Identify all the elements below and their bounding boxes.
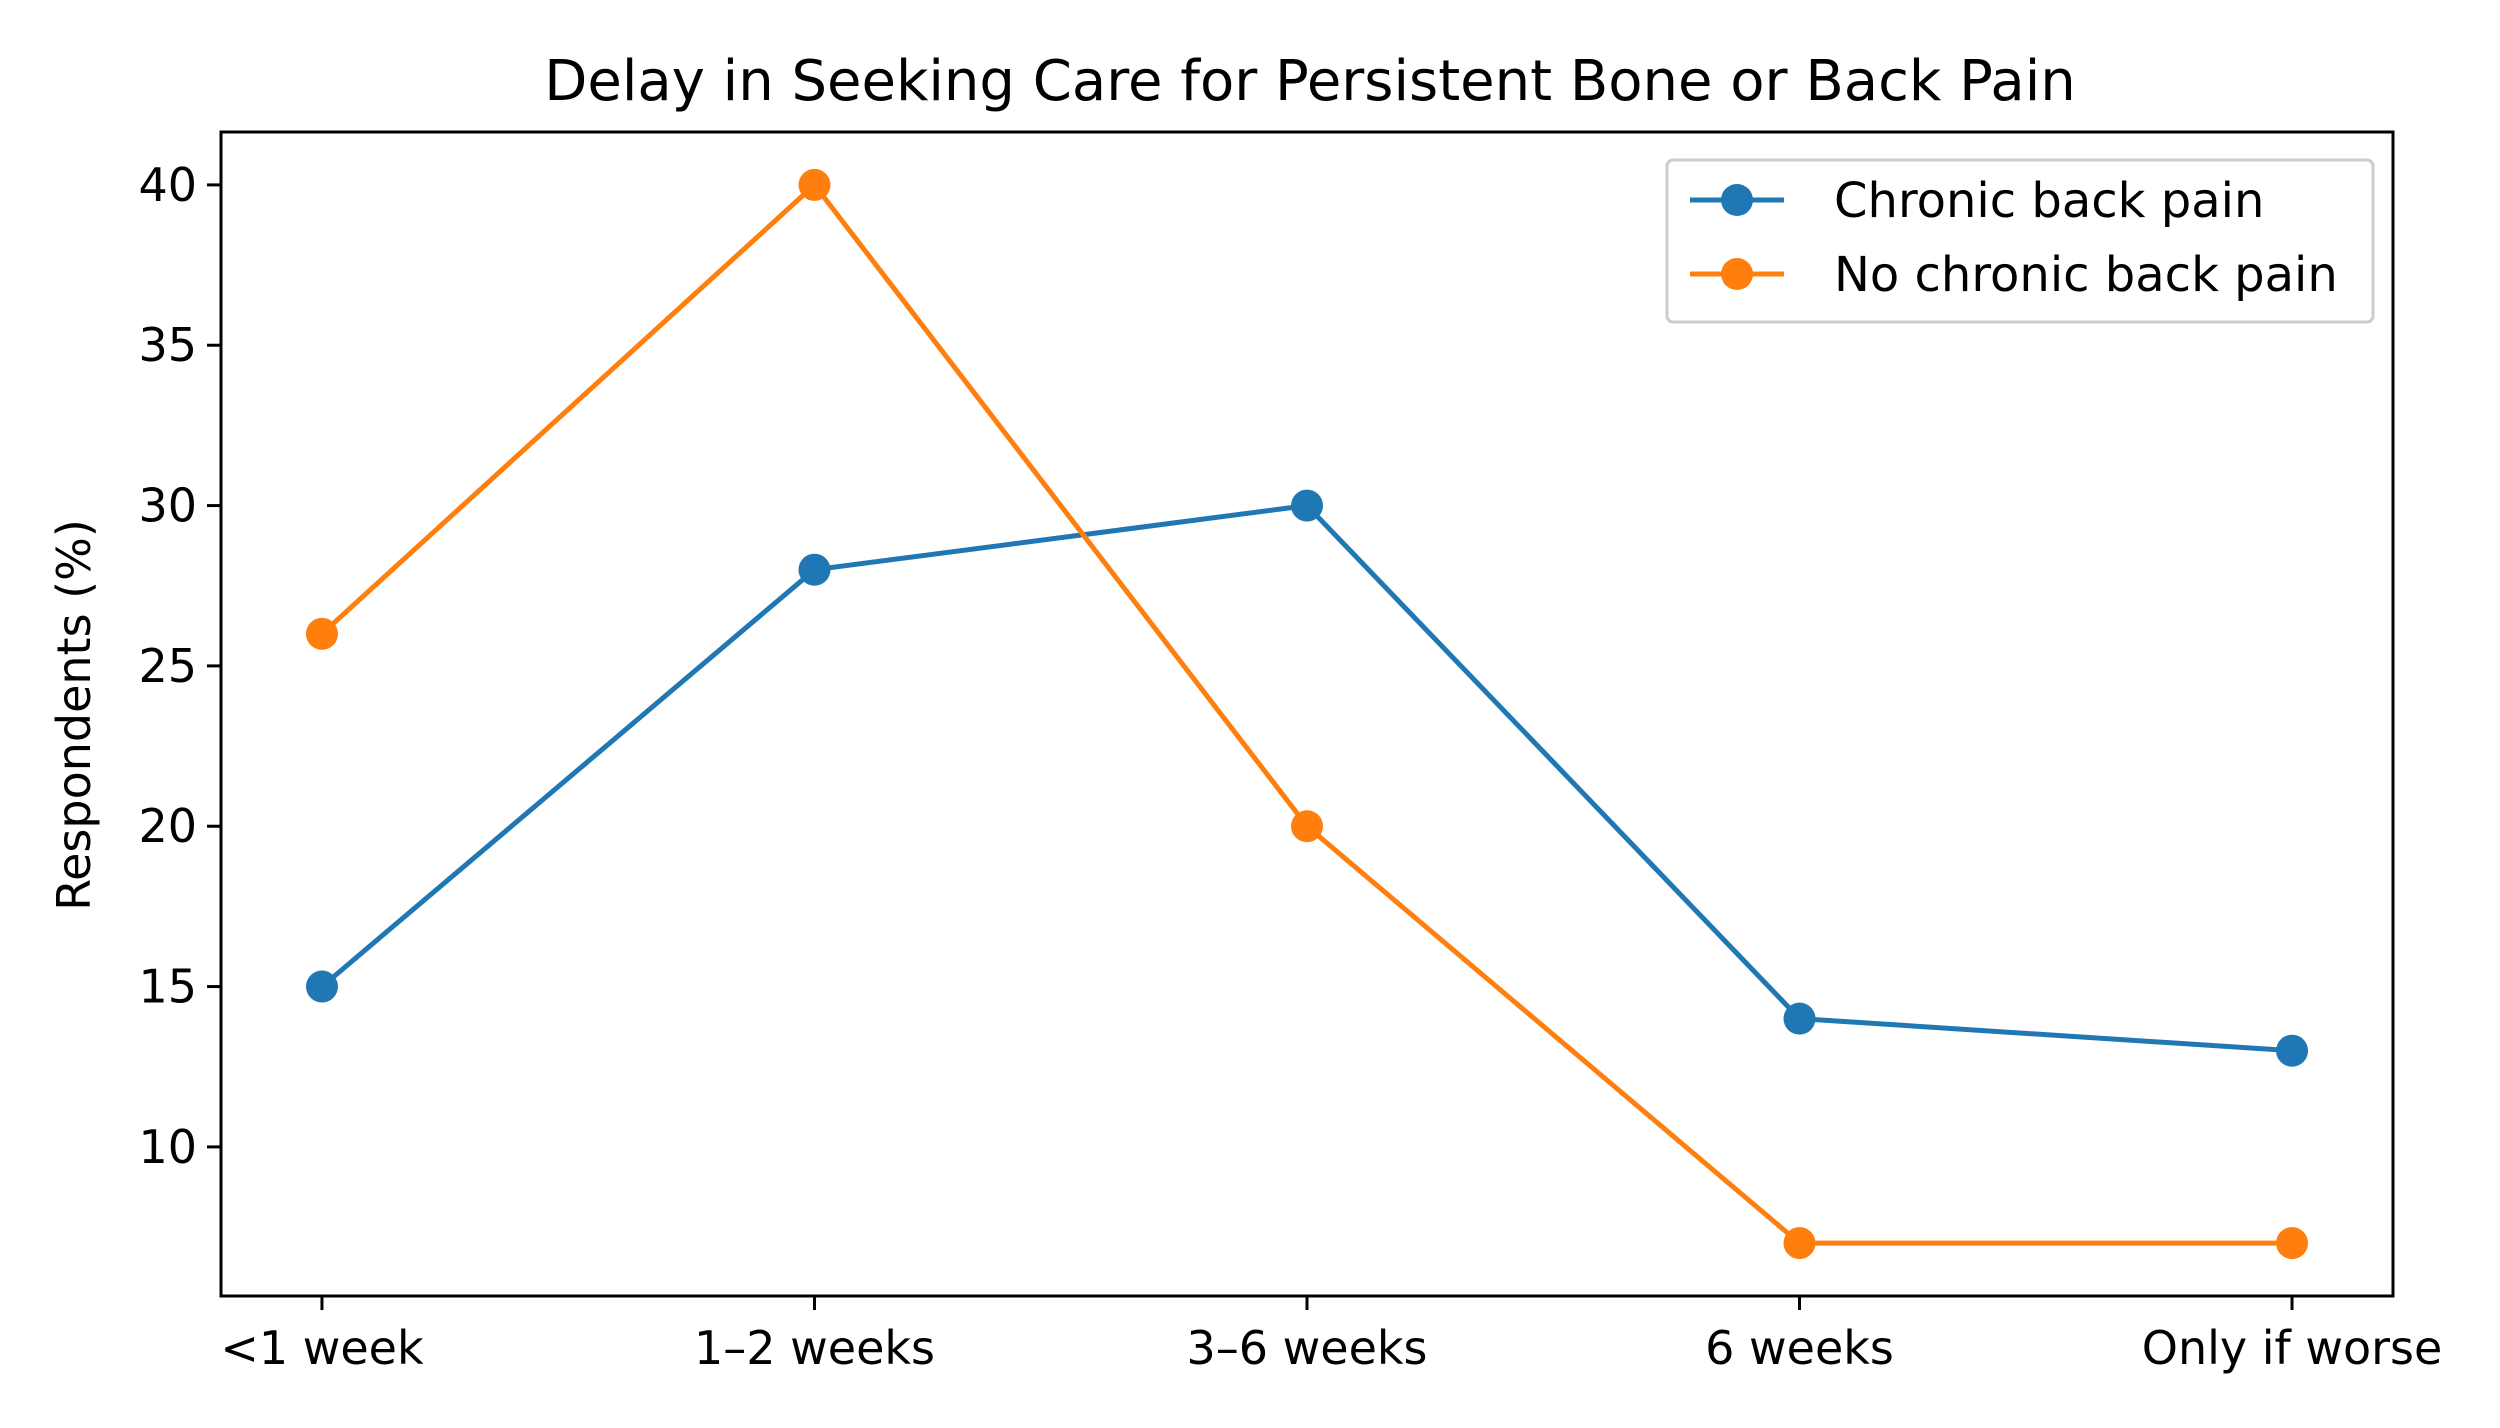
data-point bbox=[2276, 1034, 2309, 1067]
x-tick-label: 6 weeks bbox=[1705, 1321, 1894, 1375]
data-point bbox=[1291, 489, 1323, 522]
legend-marker-1 bbox=[1721, 258, 1753, 290]
legend: Chronic back pain No chronic back pain bbox=[1665, 158, 2375, 324]
y-tick-label: 40 bbox=[138, 158, 197, 212]
data-point bbox=[2276, 1227, 2309, 1260]
y-tick-label: 35 bbox=[138, 318, 197, 372]
chart-title: Delay in Seeking Care for Persistent Bon… bbox=[544, 49, 2076, 114]
data-point bbox=[1783, 1002, 1816, 1035]
y-tick-label: 25 bbox=[138, 639, 197, 693]
legend-box bbox=[1665, 158, 2375, 324]
data-point bbox=[1783, 1227, 1816, 1260]
series-line-0 bbox=[320, 503, 2293, 1054]
x-tick-label: 1–2 weeks bbox=[694, 1321, 935, 1375]
data-point bbox=[1291, 810, 1323, 843]
data-point bbox=[305, 617, 338, 650]
y-tick-label: 10 bbox=[138, 1120, 197, 1174]
x-tick-label: 3–6 weeks bbox=[1187, 1321, 1428, 1375]
y-axis-label: Respondents (%) bbox=[47, 519, 101, 911]
y-tick-label: 15 bbox=[138, 960, 197, 1014]
data-point bbox=[305, 970, 338, 1003]
x-tick-label: Only if worse bbox=[2142, 1321, 2443, 1375]
y-tick-label: 20 bbox=[138, 799, 197, 853]
plot-area bbox=[305, 168, 2309, 1260]
y-tick-label: 30 bbox=[138, 479, 197, 533]
legend-marker-0 bbox=[1721, 184, 1753, 216]
series-line-1 bbox=[320, 182, 2292, 1246]
legend-label-0: Chronic back pain bbox=[1834, 173, 2264, 229]
legend-label-1: No chronic back pain bbox=[1834, 247, 2338, 303]
data-point bbox=[798, 553, 831, 586]
x-tick-label: <1 week bbox=[220, 1321, 424, 1375]
data-point bbox=[798, 168, 831, 201]
